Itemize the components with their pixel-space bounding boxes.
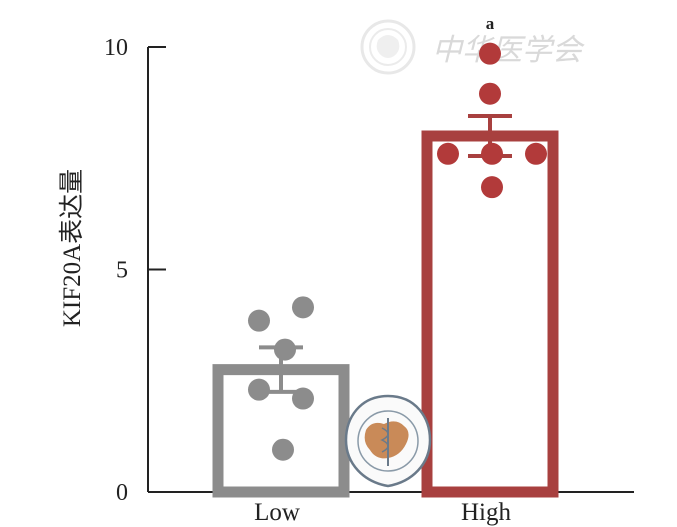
seal-watermark-icon [344, 394, 432, 488]
significance-label: a [486, 14, 495, 33]
data-point [274, 338, 296, 361]
error-bars [259, 113, 512, 394]
y-tick-label: 0 [116, 480, 128, 506]
data-point [272, 438, 294, 461]
data-points [248, 42, 547, 461]
data-point [248, 378, 270, 401]
data-point [479, 42, 501, 65]
data-point [292, 387, 314, 410]
y-axis-ticks: 0 5 10 [104, 35, 166, 506]
data-point [525, 142, 547, 165]
category-label: Low [254, 499, 300, 526]
data-point [248, 309, 270, 332]
watermark-text: 中华医学会 [432, 33, 585, 68]
data-point [437, 142, 459, 165]
data-point [481, 176, 503, 199]
x-axis-categories: Low High [254, 499, 511, 526]
data-point [479, 82, 501, 105]
data-point [481, 142, 503, 165]
y-axis-label: KIF20A表达量 [58, 169, 86, 327]
watermark-logo-icon [360, 19, 416, 75]
data-point [292, 296, 314, 319]
y-tick-label: 10 [104, 35, 128, 61]
category-label: High [461, 499, 512, 526]
y-tick-label: 5 [116, 258, 128, 284]
